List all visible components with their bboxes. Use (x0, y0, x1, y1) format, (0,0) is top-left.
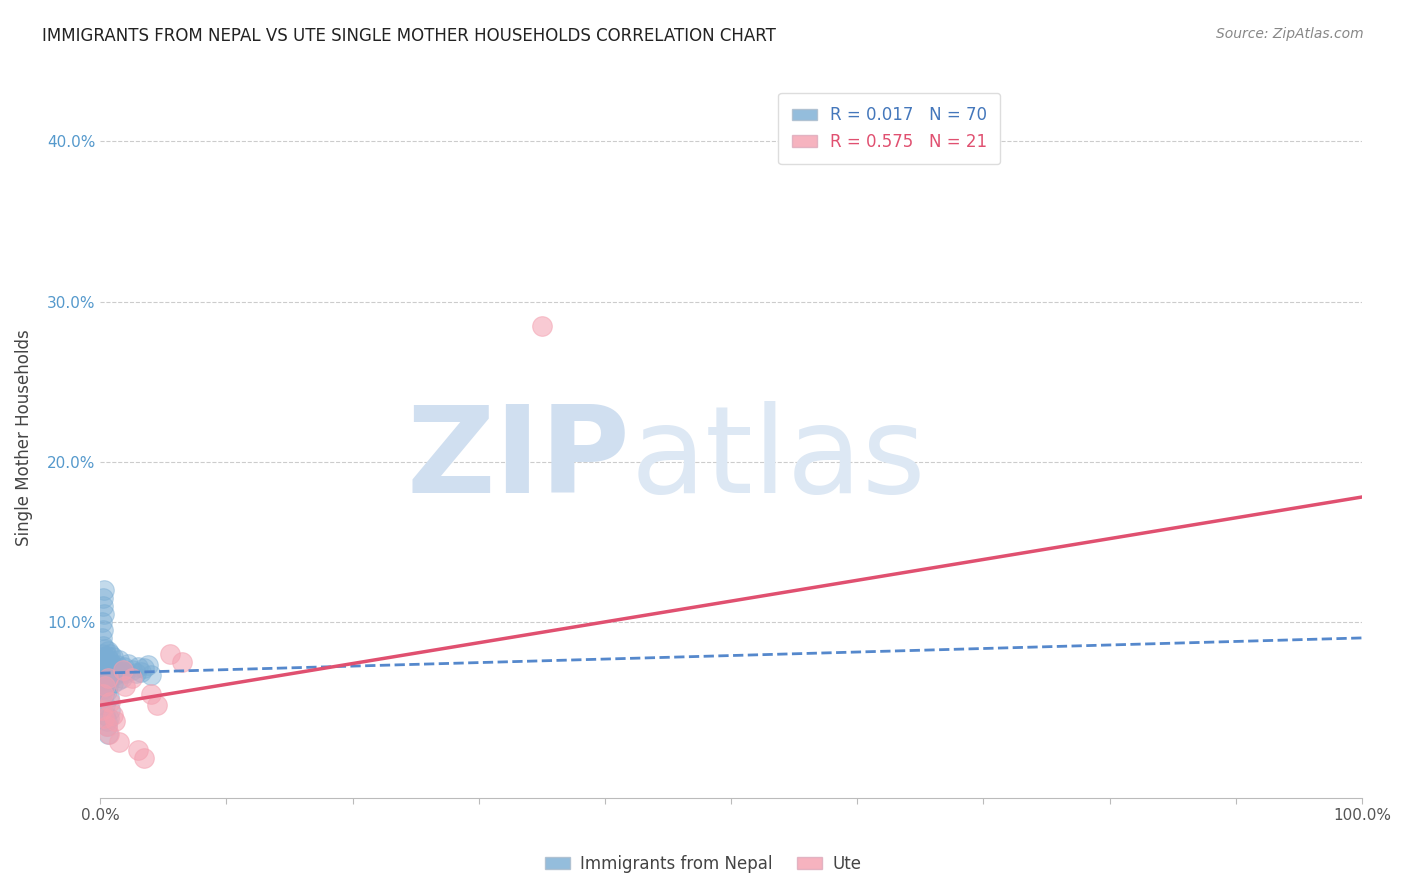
Point (98, 653, 121, 667)
Text: ZIP: ZIP (406, 401, 630, 518)
Point (93, 687, 115, 701)
Point (91, 674, 114, 689)
Point (530, 318, 553, 333)
Point (146, 698, 169, 713)
Point (121, 663, 143, 677)
Point (93, 657, 115, 671)
Point (107, 673, 129, 687)
Point (110, 663, 132, 677)
Point (98, 659, 121, 673)
Point (97, 655, 120, 669)
Point (91, 682, 114, 697)
Point (90, 703, 112, 717)
Point (98, 727, 121, 741)
Point (98, 666, 121, 681)
Point (91, 666, 114, 681)
Point (98, 695, 121, 709)
Point (96, 648, 118, 663)
Point (139, 667, 162, 681)
Point (117, 657, 139, 671)
Point (101, 650, 124, 665)
Point (134, 661, 156, 675)
Point (127, 743, 149, 757)
Point (124, 666, 146, 681)
Text: Source: ZipAtlas.com: Source: ZipAtlas.com (1216, 27, 1364, 41)
Point (96, 719, 118, 733)
Point (114, 679, 136, 693)
Point (98, 647, 121, 661)
Point (93, 582, 115, 597)
Point (96, 714, 118, 729)
Point (97, 644, 120, 658)
Legend: Immigrants from Nepal, Ute: Immigrants from Nepal, Ute (538, 848, 868, 880)
Point (98, 711, 121, 725)
Text: IMMIGRANTS FROM NEPAL VS UTE SINGLE MOTHER HOUSEHOLDS CORRELATION CHART: IMMIGRANTS FROM NEPAL VS UTE SINGLE MOTH… (42, 27, 776, 45)
Point (90, 615, 112, 629)
Point (100, 665, 122, 679)
Point (93, 711, 115, 725)
Point (104, 667, 127, 681)
Y-axis label: Single Mother Households: Single Mother Households (15, 329, 32, 546)
Point (134, 751, 156, 765)
Point (108, 653, 131, 667)
Point (139, 687, 162, 701)
Point (108, 735, 131, 749)
Point (101, 707, 124, 722)
Point (97, 671, 120, 685)
Point (94, 652, 117, 666)
Point (112, 659, 135, 673)
Point (94, 679, 117, 693)
Point (91, 653, 114, 667)
Point (111, 671, 134, 685)
Point (90, 663, 112, 677)
Point (94, 707, 117, 722)
Point (93, 669, 115, 683)
Point (98, 690, 121, 705)
Text: atlas: atlas (630, 401, 925, 518)
Point (93, 607, 115, 621)
Point (114, 666, 136, 681)
Point (111, 665, 134, 679)
Point (94, 673, 117, 687)
Point (90, 671, 112, 685)
Legend: R = 0.017   N = 70, R = 0.575   N = 21: R = 0.017 N = 70, R = 0.575 N = 21 (779, 93, 1001, 164)
Point (97, 727, 120, 741)
Point (104, 714, 127, 729)
Point (94, 698, 117, 713)
Point (91, 623, 114, 637)
Point (90, 647, 112, 661)
Point (98, 703, 121, 717)
Point (105, 658, 128, 673)
Point (101, 675, 124, 690)
Point (90, 655, 112, 669)
Point (97, 663, 120, 677)
Point (96, 658, 118, 673)
Point (97, 679, 120, 693)
Point (93, 650, 115, 665)
Point (111, 663, 134, 677)
Point (93, 665, 115, 679)
Point (159, 647, 181, 661)
Point (96, 667, 118, 681)
Point (129, 665, 152, 679)
Point (98, 671, 121, 685)
Point (91, 659, 114, 673)
Point (91, 591, 114, 605)
Point (96, 683, 118, 698)
Point (121, 671, 143, 685)
Point (90, 679, 112, 693)
Point (94, 661, 117, 675)
Point (91, 599, 114, 613)
Point (136, 658, 159, 673)
Point (91, 639, 114, 653)
Point (103, 661, 125, 675)
Point (90, 631, 112, 645)
Point (172, 655, 194, 669)
Point (96, 719, 118, 733)
Point (91, 687, 114, 701)
Point (127, 659, 149, 673)
Point (94, 642, 117, 657)
Point (100, 657, 122, 671)
